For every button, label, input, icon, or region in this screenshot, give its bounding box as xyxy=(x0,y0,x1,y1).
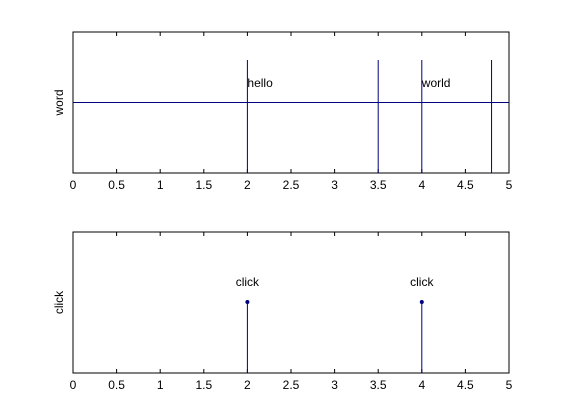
x-tick-label: 1.5 xyxy=(195,378,212,392)
x-tick-label: 4 xyxy=(418,178,425,192)
x-tick-label: 4.5 xyxy=(457,178,474,192)
x-tick-label: 1 xyxy=(157,378,164,392)
x-tick-label: 5 xyxy=(506,178,513,192)
stem-marker xyxy=(245,300,250,304)
x-tick-label: 3.5 xyxy=(370,378,387,392)
x-tick-label: 3 xyxy=(331,378,338,392)
y-axis-label: click xyxy=(52,290,66,314)
x-tick-label: 3.5 xyxy=(370,178,387,192)
y-axis-label: word xyxy=(52,89,66,116)
x-tick-label: 4.5 xyxy=(457,378,474,392)
x-tick-label: 3 xyxy=(331,178,338,192)
x-tick-label: 5 xyxy=(506,378,513,392)
event-label: world xyxy=(421,76,451,90)
x-tick-label: 0 xyxy=(70,178,77,192)
x-tick-label: 2 xyxy=(244,178,251,192)
x-tick-label: 0.5 xyxy=(108,178,125,192)
stem-marker xyxy=(419,300,424,304)
x-tick-label: 1.5 xyxy=(195,178,212,192)
word-axes: 0 0.5 1 1.5 2 2.5 3 3.5 4 4.5 5 word hello world xyxy=(52,31,513,192)
stem-label: click xyxy=(236,275,260,289)
stem-label: click xyxy=(410,275,434,289)
x-tick-label: 0 xyxy=(70,378,77,392)
event-label: hello xyxy=(247,76,273,90)
plot-frame xyxy=(72,231,510,374)
x-tick-label: 2.5 xyxy=(283,178,300,192)
x-tick-label: 1 xyxy=(157,178,164,192)
x-tick-label: 2.5 xyxy=(283,378,300,392)
x-tick-label: 0.5 xyxy=(108,378,125,392)
click-axes: 0 0.5 1 1.5 2 2.5 3 3.5 4 4.5 5 click click click xyxy=(52,231,513,392)
x-tick-label: 4 xyxy=(418,378,425,392)
x-tick-label: 2 xyxy=(244,378,251,392)
